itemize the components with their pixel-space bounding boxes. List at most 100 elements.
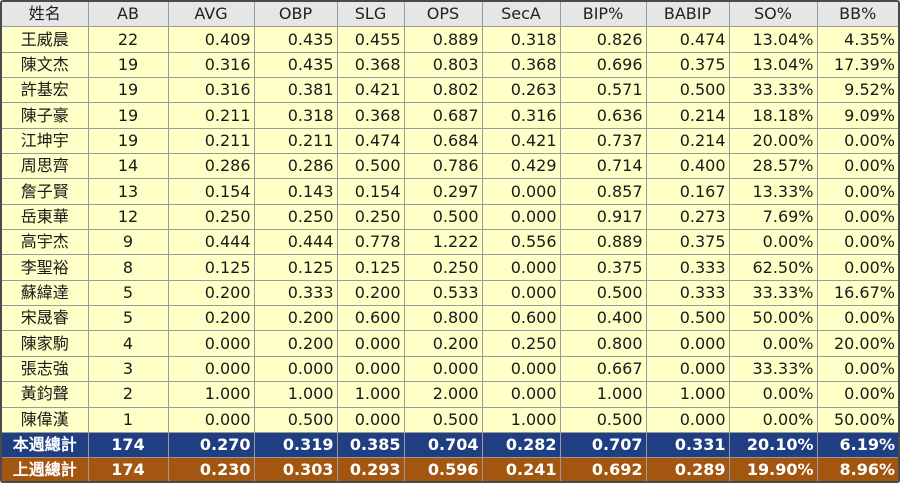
stat-cell-slg: 0.000 (337, 356, 405, 383)
stat-cell-obp: 0.200 (254, 305, 338, 332)
stat-cell-ops: 0.786 (404, 153, 483, 180)
stat-cell-avg: 0.409 (168, 26, 255, 53)
stat-cell-obp: 0.250 (254, 204, 338, 231)
stat-cell-slg: 0.000 (337, 330, 405, 357)
stat-cell-obp: 0.381 (254, 77, 338, 104)
total-label-cell: 上週總計 (2, 457, 89, 481)
column-header-so: SO% (729, 2, 818, 28)
total-cell-babip: 0.289 (646, 457, 730, 481)
stat-cell-babip: 0.333 (646, 280, 730, 307)
stat-cell-avg: 0.211 (168, 128, 255, 155)
stat-cell-so: 13.33% (729, 178, 818, 205)
table-row: 岳東華 12 0.250 0.250 0.250 0.500 0.000 0.917 0.273… (2, 204, 898, 231)
table-row: 王威晨 22 0.409 0.435 0.455 0.889 0.318 0.826 0.474… (2, 26, 898, 53)
stat-cell-slg: 0.250 (337, 204, 405, 231)
stat-cell-so: 13.04% (729, 52, 818, 79)
stat-cell-obp: 0.435 (254, 52, 338, 79)
table-body: 王威晨 22 0.409 0.435 0.455 0.889 0.318 0.826 0.474… (2, 26, 898, 481)
stat-cell-obp: 0.000 (254, 356, 338, 383)
table-row: 許基宏 19 0.316 0.381 0.421 0.802 0.263 0.571 0.500… (2, 77, 898, 104)
stat-cell-obp: 0.333 (254, 280, 338, 307)
stat-cell-bb: 0.00% (817, 178, 898, 205)
table-row: 宋晟睿 5 0.200 0.200 0.600 0.800 0.600 0.400 0.500 5… (2, 305, 898, 332)
total-cell-so: 20.10% (729, 432, 818, 459)
stat-cell-obp: 0.318 (254, 102, 338, 129)
stat-cell-bip: 0.375 (560, 254, 647, 281)
stat-cell-seca: 1.000 (482, 407, 561, 433)
stat-cell-bb: 9.52% (817, 77, 898, 104)
table-row: 陳家駒 4 0.000 0.200 0.000 0.200 0.250 0.800 0.000 0… (2, 330, 898, 357)
header-row: 姓名 AB AVG OBP SLG OPS SecA BIP% BABIP SO% BB% (2, 2, 898, 28)
column-header-ab: AB (88, 2, 169, 28)
total-cell-ops: 0.596 (404, 457, 483, 481)
stat-cell-bip: 0.889 (560, 229, 647, 256)
stat-cell-seca: 0.000 (482, 254, 561, 281)
stat-cell-bb: 0.00% (817, 305, 898, 332)
column-header-bb: BB% (817, 2, 898, 28)
stat-cell-avg: 0.200 (168, 280, 255, 307)
stat-cell-seca: 0.000 (482, 178, 561, 205)
stat-cell-slg: 0.778 (337, 229, 405, 256)
stat-cell-seca: 0.250 (482, 330, 561, 357)
stat-cell-obp: 0.211 (254, 128, 338, 155)
stat-cell-seca: 0.000 (482, 381, 561, 408)
stat-cell-ops: 0.000 (404, 356, 483, 383)
table-row: 高宇杰 9 0.444 0.444 0.778 1.222 0.556 0.889 0.375 0… (2, 229, 898, 256)
stat-cell-bip: 0.857 (560, 178, 647, 205)
stat-cell-ab: 12 (88, 204, 169, 231)
stat-cell-ab: 14 (88, 153, 169, 180)
table-row: 周思齊 14 0.286 0.286 0.500 0.786 0.429 0.714 0.400… (2, 153, 898, 180)
column-header-slg: SLG (337, 2, 405, 28)
this-week-total-row: 本週總計 174 0.270 0.319 0.385 0.704 0.282 0.707 0.3… (2, 432, 898, 459)
stat-cell-so: 50.00% (729, 305, 818, 332)
total-cell-bb: 8.96% (817, 457, 898, 481)
stat-cell-babip: 0.500 (646, 77, 730, 104)
stat-cell-babip: 0.000 (646, 330, 730, 357)
stat-cell-ab: 19 (88, 102, 169, 129)
stat-cell-bb: 0.00% (817, 381, 898, 408)
stat-cell-ab: 2 (88, 381, 169, 408)
stat-cell-avg: 0.000 (168, 407, 255, 433)
player-name-cell: 張志強 (2, 356, 89, 383)
player-name-cell: 許基宏 (2, 77, 89, 104)
stat-cell-avg: 0.316 (168, 52, 255, 79)
stat-cell-bip: 0.500 (560, 407, 647, 433)
stat-cell-babip: 0.214 (646, 128, 730, 155)
stat-cell-babip: 0.375 (646, 229, 730, 256)
stat-cell-bip: 0.500 (560, 280, 647, 307)
stat-cell-bip: 0.696 (560, 52, 647, 79)
stat-cell-ab: 9 (88, 229, 169, 256)
stat-cell-avg: 0.444 (168, 229, 255, 256)
stat-cell-so: 0.00% (729, 381, 818, 408)
table-row: 詹子賢 13 0.154 0.143 0.154 0.297 0.000 0.857 0.167… (2, 178, 898, 205)
stat-cell-seca: 0.368 (482, 52, 561, 79)
total-cell-obp: 0.303 (254, 457, 338, 481)
stat-cell-slg: 0.368 (337, 52, 405, 79)
player-name-cell: 李聖裕 (2, 254, 89, 281)
table-row: 蘇緯達 5 0.200 0.333 0.200 0.533 0.000 0.500 0.333 3… (2, 280, 898, 307)
stat-cell-obp: 0.435 (254, 26, 338, 53)
stat-cell-ab: 22 (88, 26, 169, 53)
stat-cell-ab: 5 (88, 280, 169, 307)
stat-cell-slg: 0.000 (337, 407, 405, 433)
stat-cell-slg: 0.200 (337, 280, 405, 307)
table-row: 江坤宇 19 0.211 0.211 0.474 0.684 0.421 0.737 0.214… (2, 128, 898, 155)
stat-cell-so: 20.00% (729, 128, 818, 155)
stat-cell-bb: 16.67% (817, 280, 898, 307)
player-name-cell: 蘇緯達 (2, 280, 89, 307)
player-name-cell: 詹子賢 (2, 178, 89, 205)
stat-cell-so: 28.57% (729, 153, 818, 180)
stat-cell-bb: 0.00% (817, 229, 898, 256)
stat-cell-so: 0.00% (729, 407, 818, 433)
stat-cell-bb: 0.00% (817, 153, 898, 180)
stat-cell-so: 13.04% (729, 26, 818, 53)
total-label-cell: 本週總計 (2, 432, 89, 459)
stat-cell-obp: 0.286 (254, 153, 338, 180)
stat-cell-bb: 0.00% (817, 128, 898, 155)
stat-cell-seca: 0.316 (482, 102, 561, 129)
stat-cell-avg: 0.154 (168, 178, 255, 205)
player-name-cell: 陳家駒 (2, 330, 89, 357)
stat-cell-avg: 0.316 (168, 77, 255, 104)
stat-cell-slg: 0.600 (337, 305, 405, 332)
stat-cell-seca: 0.421 (482, 128, 561, 155)
